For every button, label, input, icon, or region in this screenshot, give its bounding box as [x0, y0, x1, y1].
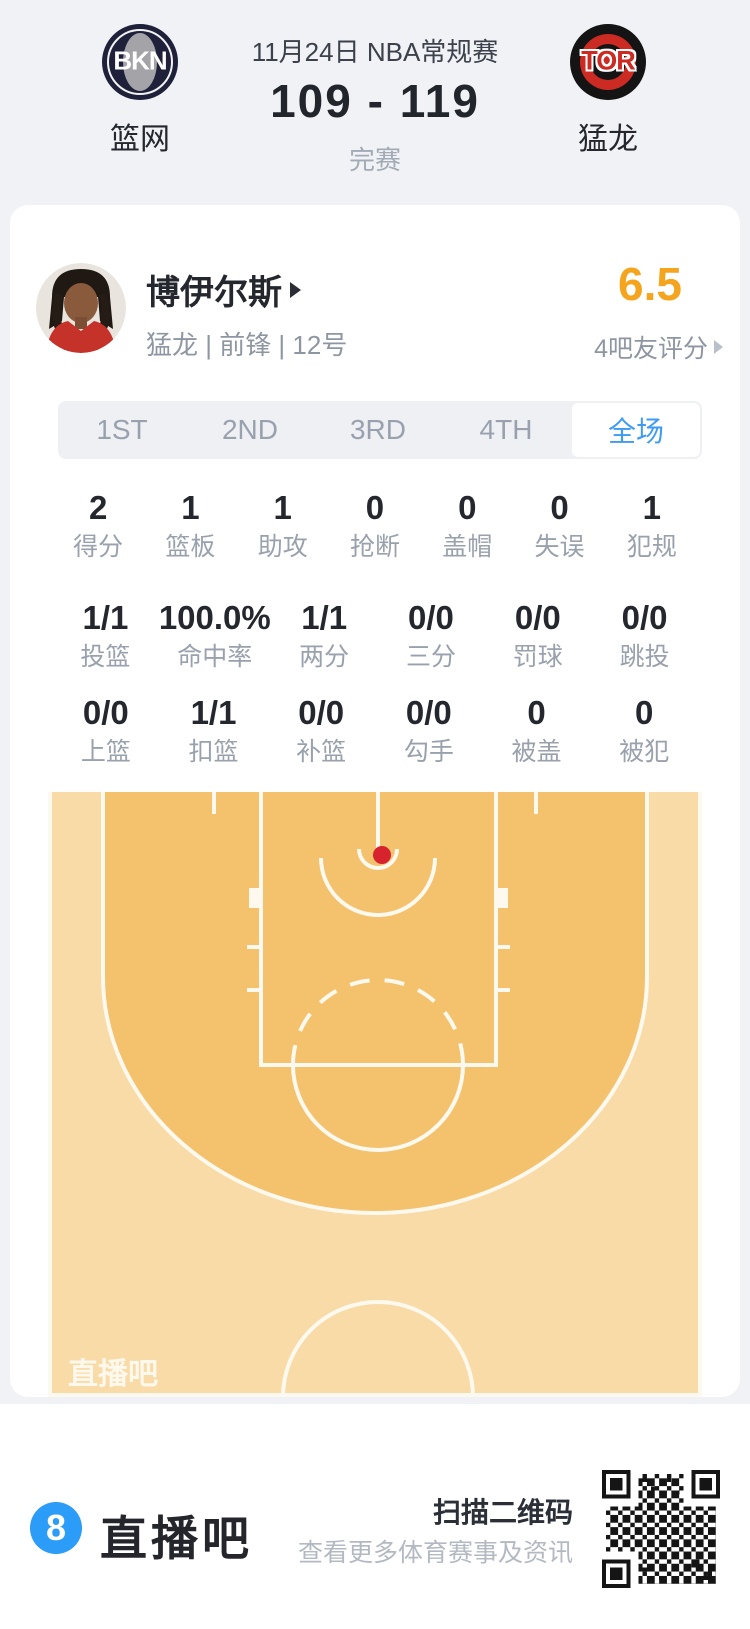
bkn-logo-ring: [107, 29, 173, 95]
match-status: 完赛: [348, 145, 401, 175]
home-team-abbr: BKN: [113, 45, 167, 76]
qr-code: [602, 1470, 720, 1588]
tab-2nd[interactable]: 2ND: [221, 414, 278, 445]
zhibo8-logo-icon: 8: [30, 1502, 82, 1554]
tor-team-logo: TOR: [570, 24, 646, 100]
player-name-link[interactable]: 博伊尔斯: [146, 265, 301, 314]
rating-votes-label: 4吧友评分: [594, 335, 708, 363]
stat-hook-shots: 0/0 勾手: [403, 694, 454, 767]
stat-rebounds: 1 篮板: [165, 489, 216, 562]
away-team: TOR 猛龙: [544, 24, 672, 158]
player-avatar: [36, 263, 126, 353]
stats-row-shot-types: 0/0 上篮 1/1 扣篮 0/0 补篮 0/0 勾手 0 被盖 0 被犯: [52, 694, 698, 767]
stat-fg-percent: 100.0% 命中率: [158, 599, 271, 672]
lane-hash-marks: [247, 945, 510, 992]
player-meta: 猛龙 | 前锋 | 12号: [146, 330, 348, 360]
stat-turnovers: 0 失误: [534, 489, 585, 562]
qr-subtitle: 查看更多体育赛事及资讯: [297, 1539, 573, 1567]
home-team: BKN 篮网: [76, 24, 204, 158]
stat-got-blocked: 0 被盖: [511, 694, 562, 767]
stat-points: 2 得分: [73, 489, 124, 562]
app-footer: 8 直播吧 扫描二维码 查看更多体育赛事及资讯: [0, 1404, 750, 1629]
court-boundary-lines: [48, 792, 702, 1397]
stats-row-basic: 2 得分 1 篮板 1 助攻 0 抢断 0 盖帽 0 失误 1 犯规: [52, 489, 698, 562]
free-throw-circle-dashed: [291, 978, 465, 1066]
stat-fouls: 1 犯规: [626, 489, 677, 562]
free-throw-circle-solid: [291, 1064, 465, 1152]
rating-votes-link[interactable]: 4吧友评分: [594, 329, 723, 365]
qr-code-image: [602, 1470, 720, 1588]
three-point-line: [101, 792, 649, 1215]
three-point-area: [103, 792, 647, 1213]
court-diagram: 直播吧: [48, 786, 702, 1397]
stat-two-pointers: 1/1 两分: [299, 599, 350, 672]
stats-row-shooting: 1/1 投篮 100.0% 命中率 1/1 两分 0/0 三分 0/0 罚球 0/0 跳投: [52, 599, 698, 672]
shot-marker: [373, 846, 391, 864]
qr-title: 扫描二维码: [432, 1497, 573, 1528]
stat-free-throws: 0/0 罚球: [512, 599, 563, 672]
stat-putbacks: 0/0 补篮: [296, 694, 347, 767]
player-avatar-image: [36, 263, 126, 353]
block-mark-left: [249, 888, 261, 908]
zhibo8-logo-glyph: 8: [45, 1507, 67, 1548]
qr-caption: 扫描二维码 查看更多体育赛事及资讯: [298, 1496, 573, 1568]
away-team-name: 猛龙: [578, 123, 638, 156]
player-card: 博伊尔斯 猛龙 | 前锋 | 12号 6.5 4吧友评分 1ST 2ND 3RD…: [10, 205, 740, 1397]
tab-1st[interactable]: 1ST: [96, 414, 148, 445]
player-name: 博伊尔斯: [146, 274, 282, 312]
home-team-name: 篮网: [110, 123, 170, 156]
stat-layups: 0/0 上篮: [80, 694, 131, 767]
center-circle-arc: [281, 1300, 475, 1397]
baseline-marks: [212, 792, 538, 814]
stat-dunks: 1/1 扣篮: [188, 694, 239, 767]
match-date-label: 11月24日 NBA常规赛: [251, 37, 499, 67]
shot-chart-court: 直播吧: [48, 786, 702, 1397]
tab-full-game[interactable]: 全场: [572, 403, 700, 457]
tab-3rd[interactable]: 3RD: [349, 414, 406, 445]
stat-steals: 0 抢断: [349, 489, 400, 562]
stat-jump-shots: 0/0 跳投: [619, 599, 670, 672]
restricted-area-arc: [319, 857, 437, 917]
chevron-right-icon: [290, 281, 301, 298]
away-team-abbr: TOR: [581, 45, 636, 76]
tor-logo-core: [599, 53, 617, 71]
player-rating: 6.5: [618, 258, 682, 310]
stat-fouled-on: 0 被犯: [619, 694, 670, 767]
stat-blocks: 0 盖帽: [442, 489, 493, 562]
match-score: 109 - 119: [270, 75, 480, 127]
rim-hoop-arc: [357, 848, 399, 870]
brand-name: 直播吧: [100, 1512, 253, 1565]
block-mark-right: [496, 888, 508, 908]
quarter-tabs: 1ST 2ND 3RD 4TH 全场: [58, 401, 702, 459]
stat-field-goals: 1/1 投篮: [80, 599, 131, 672]
stat-assists: 1 助攻: [257, 489, 308, 562]
stat-three-pointers: 0/0 三分: [405, 599, 456, 672]
tab-4th[interactable]: 4TH: [479, 414, 533, 445]
chevron-right-icon: [714, 340, 723, 354]
bkn-team-logo: BKN: [102, 24, 178, 100]
court-watermark: 直播吧: [68, 1358, 158, 1391]
